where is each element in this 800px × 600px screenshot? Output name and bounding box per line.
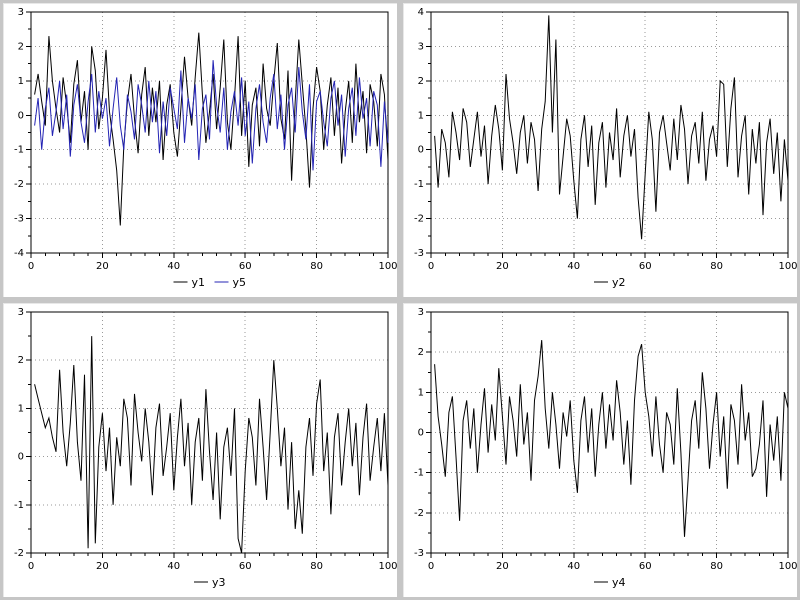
y-tick-label: 0 <box>418 428 424 439</box>
x-tick-label: 80 <box>710 561 723 572</box>
x-tick-label: 20 <box>496 261 509 272</box>
chart-svg: 0 20 40 60 80 100 -2 -1 0 1 2 3 y3 <box>14 307 397 589</box>
y-tick-label: 1 <box>418 387 424 398</box>
x-tick-label: 20 <box>96 261 109 272</box>
y-tick-label: 1 <box>418 110 424 121</box>
series-line-y4 <box>434 340 789 537</box>
chart-panel-y2: 0 20 40 60 80 100 -3 -2 -1 0 1 2 3 4 y2 <box>403 3 797 297</box>
y-tick-label: -1 <box>14 145 24 156</box>
series-line-y1 <box>34 32 389 226</box>
y-tick-label: 1 <box>18 76 24 87</box>
legend-label-y3: y3 <box>212 576 226 589</box>
x-tick-label: 80 <box>310 261 323 272</box>
y-tick-label: 2 <box>18 41 24 52</box>
series-line-y5 <box>34 60 389 171</box>
y-tick-label: -1 <box>414 179 424 190</box>
chart-svg: 0 20 40 60 80 100 -3 -2 -1 0 1 2 3 y4 <box>414 307 797 589</box>
x-tick-label: 100 <box>778 261 797 272</box>
y-tick-label: 3 <box>418 307 424 318</box>
x-tick-label: 60 <box>639 261 652 272</box>
x-tick-label: 60 <box>639 561 652 572</box>
y-tick-label: 0 <box>418 145 424 156</box>
chart-panel-y1-y5: 0 20 40 60 80 100 -4 -3 -2 -1 0 1 2 3 y1 y5 <box>3 3 397 297</box>
y-tick-label: 2 <box>18 355 24 366</box>
y-tick-label: 3 <box>418 41 424 52</box>
legend-label-y5: y5 <box>233 276 247 289</box>
x-tick-label: 80 <box>310 561 323 572</box>
x-tick-label: 40 <box>567 561 580 572</box>
y-tick-label: 3 <box>18 307 24 318</box>
y-tick-label: -2 <box>414 508 424 519</box>
y-tick-label: -3 <box>414 248 424 259</box>
x-tick-label: 40 <box>567 261 580 272</box>
y-tick-label: -3 <box>414 548 424 559</box>
series-line-y3 <box>34 336 389 554</box>
x-tick-label: 0 <box>428 261 434 272</box>
x-tick-label: 60 <box>239 561 252 572</box>
legend-label-y1: y1 <box>192 276 206 289</box>
y-tick-label: -4 <box>14 248 24 259</box>
legend-label-y4: y4 <box>612 576 626 589</box>
x-tick-label: 40 <box>167 261 180 272</box>
y-tick-label: 4 <box>418 7 424 18</box>
x-tick-label: 20 <box>96 561 109 572</box>
x-tick-label: 20 <box>496 561 509 572</box>
chart-panel-y3: 0 20 40 60 80 100 -2 -1 0 1 2 3 y3 <box>3 303 397 597</box>
y-tick-label: -2 <box>414 214 424 225</box>
x-tick-label: 100 <box>378 561 397 572</box>
y-tick-label: -3 <box>14 214 24 225</box>
series-line-y2 <box>434 15 789 240</box>
y-tick-label: 2 <box>418 76 424 87</box>
y-tick-label: -2 <box>14 179 24 190</box>
x-tick-label: 40 <box>167 561 180 572</box>
x-tick-label: 60 <box>239 261 252 272</box>
y-tick-label: 0 <box>18 110 24 121</box>
chart-panel-y4: 0 20 40 60 80 100 -3 -2 -1 0 1 2 3 y4 <box>403 303 797 597</box>
x-tick-label: 0 <box>428 561 434 572</box>
x-tick-label: 0 <box>28 561 34 572</box>
chart-svg: 0 20 40 60 80 100 -3 -2 -1 0 1 2 3 4 y2 <box>414 7 797 289</box>
y-tick-label: 0 <box>18 452 24 463</box>
y-tick-label: -1 <box>414 468 424 479</box>
y-tick-label: -2 <box>14 548 24 559</box>
y-tick-label: 1 <box>18 403 24 414</box>
y-tick-label: -1 <box>14 500 24 511</box>
x-tick-label: 0 <box>28 261 34 272</box>
legend-label-y2: y2 <box>612 276 626 289</box>
y-tick-label: 2 <box>418 347 424 358</box>
x-tick-label: 100 <box>378 261 397 272</box>
x-tick-label: 80 <box>710 261 723 272</box>
x-tick-label: 100 <box>778 561 797 572</box>
y-tick-label: 3 <box>18 7 24 18</box>
chart-svg: 0 20 40 60 80 100 -4 -3 -2 -1 0 1 2 3 y1 y5 <box>14 7 397 289</box>
